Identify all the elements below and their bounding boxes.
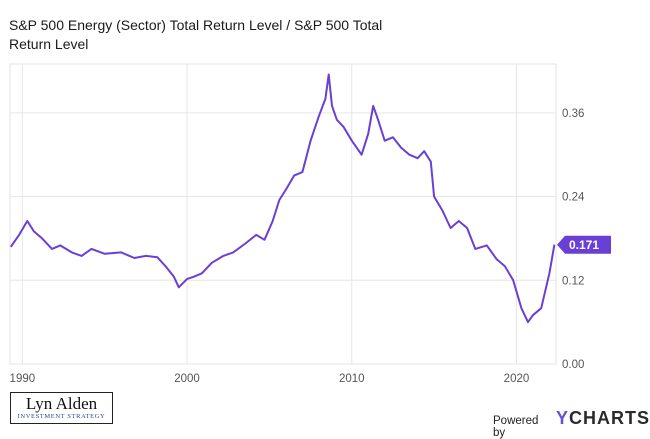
- plot-frame: [10, 64, 556, 364]
- series-line: [11, 75, 555, 323]
- powered-by-label: Powered by: [493, 415, 552, 439]
- grid-lines: [10, 64, 556, 364]
- y-tick-label: 0.12: [562, 275, 584, 287]
- logo-tagline: INVESTMENT STRATEGY: [11, 413, 112, 421]
- last-value-label: 0.171: [569, 238, 599, 252]
- last-value-badge: 0.171: [557, 236, 611, 254]
- lyn-alden-logo: Lyn Alden INVESTMENT STRATEGY: [10, 392, 113, 424]
- y-tick-label: 0.24: [562, 192, 585, 204]
- x-tick-labels: 1990 2000 2010 2020: [10, 373, 530, 385]
- y-tick-label: 0.36: [562, 108, 584, 120]
- line-chart: 0.00 0.12 0.24 0.36 1990 2000 2010 2020 0.171: [0, 0, 650, 432]
- x-tick-label: 2000: [174, 373, 200, 385]
- ycharts-wordmark[interactable]: YCHARTS: [556, 408, 650, 429]
- y-tick-label: 0.00: [562, 359, 584, 371]
- powered-by-ycharts[interactable]: Powered by YCHARTS: [493, 408, 650, 439]
- x-tick-label: 1990: [10, 373, 36, 385]
- logo-name: Lyn Alden: [11, 395, 112, 413]
- x-tick-label: 2010: [339, 373, 365, 385]
- x-tick-label: 2020: [504, 373, 530, 385]
